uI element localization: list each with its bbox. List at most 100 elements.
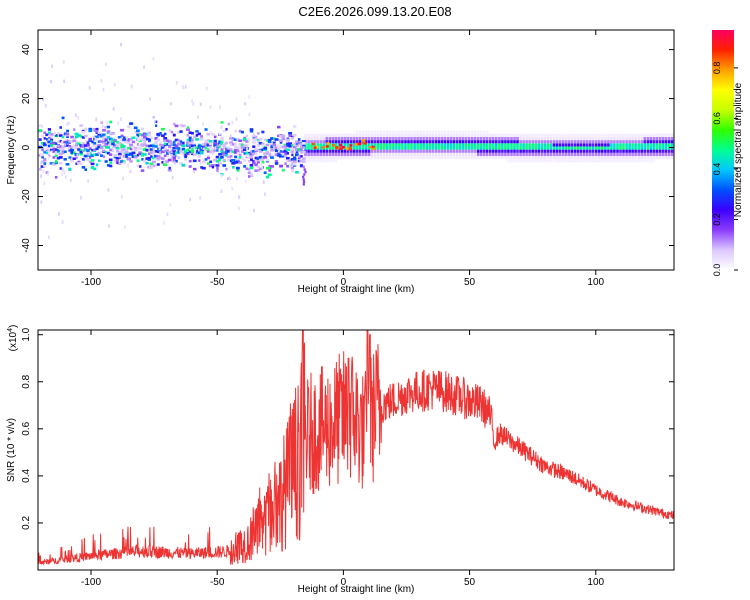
heatmap-cell xyxy=(310,143,313,147)
heatmap-cell xyxy=(210,147,215,151)
heatmap-cell xyxy=(249,128,254,131)
heatmap-cell xyxy=(204,146,208,150)
heatmap-cell xyxy=(233,138,238,141)
heatmap-cell xyxy=(293,163,297,166)
heatmap-cell xyxy=(181,151,186,155)
heatmap-cell xyxy=(279,134,283,138)
heatmap-cell xyxy=(531,140,534,144)
heatmap-cell xyxy=(531,143,534,147)
heatmap-cell xyxy=(601,140,604,144)
heatmap-cell xyxy=(537,152,540,156)
heatmap-cell xyxy=(295,151,299,154)
heatmap-cell xyxy=(263,147,268,150)
heatmap-cell xyxy=(179,140,183,143)
heatmap-cell xyxy=(106,125,110,129)
heatmap-cell xyxy=(637,152,640,156)
heatmap-cell xyxy=(307,133,310,137)
heatmap-cell xyxy=(464,156,468,160)
heatmap-cell xyxy=(219,161,221,165)
heatmap-cell xyxy=(248,95,251,99)
heatmap-cell xyxy=(279,146,283,149)
heatmap-cell xyxy=(95,147,99,151)
heatmap-cell xyxy=(126,136,129,140)
heatmap-cell xyxy=(422,143,425,147)
heatmap-cell xyxy=(222,158,226,162)
heatmap-cell xyxy=(395,146,398,150)
heatmap-cell xyxy=(401,130,404,134)
heatmap-cell xyxy=(118,154,122,158)
heatmap-cell xyxy=(579,152,583,156)
heatmap-cell xyxy=(148,152,151,155)
heatmap-cell xyxy=(655,143,659,147)
heatmap-cell xyxy=(141,152,144,156)
heatmap-cell xyxy=(395,156,398,160)
heatmap-cell xyxy=(250,172,253,177)
heatmap-cell xyxy=(664,143,668,147)
heatmap-cell xyxy=(591,140,595,144)
heatmap-cell xyxy=(96,139,99,143)
heatmap-cell xyxy=(225,128,228,131)
heatmap-cell xyxy=(610,149,613,153)
heatmap-cell xyxy=(163,147,167,151)
heatmap-cell xyxy=(328,133,332,137)
heatmap-cell xyxy=(446,130,450,134)
heatmap-cell xyxy=(251,149,256,153)
heatmap-cell xyxy=(297,156,301,160)
heatmap-cell xyxy=(401,149,404,153)
heatmap-cell xyxy=(622,159,625,163)
heatmap-cell xyxy=(325,136,328,141)
heatmap-cell xyxy=(340,149,344,153)
heatmap-cell xyxy=(516,149,519,153)
heatmap-cell xyxy=(371,145,375,149)
heatmap-cell xyxy=(664,133,668,137)
heatmap-cell xyxy=(310,140,313,144)
heatmap-cell xyxy=(124,225,126,229)
heatmap-cell xyxy=(443,136,447,141)
heatmap-cell xyxy=(564,152,568,156)
heatmap-cell xyxy=(364,133,368,137)
heatmap-cell xyxy=(262,180,265,184)
heatmap-cell xyxy=(54,152,58,155)
heatmap-cell xyxy=(595,136,598,141)
heatmap-cell xyxy=(118,153,122,156)
heatmap-cell xyxy=(331,156,335,160)
heatmap-cell xyxy=(191,151,194,155)
heatmap-cell xyxy=(319,156,322,160)
heatmap-cell xyxy=(598,133,601,137)
heatmap-cell xyxy=(516,152,519,156)
heatmap-cell xyxy=(540,146,544,150)
heatmap-cell xyxy=(504,156,507,160)
heatmap-cell xyxy=(154,145,158,148)
x-tick-label: 100 xyxy=(587,577,604,588)
heatmap-cell xyxy=(250,159,253,163)
heatmap-cell xyxy=(431,152,434,156)
heatmap-cell xyxy=(576,156,580,160)
heatmap-cell xyxy=(361,149,365,153)
heatmap-cell xyxy=(127,157,131,161)
heatmap-cell xyxy=(543,159,547,163)
heatmap-cell xyxy=(299,143,304,146)
y-tick-label: 1.0 xyxy=(21,327,32,341)
heatmap-cell xyxy=(628,133,631,137)
heatmap-cell xyxy=(110,138,115,142)
heatmap-cell xyxy=(670,136,674,141)
heatmap-cell xyxy=(65,141,70,144)
heatmap-cell xyxy=(79,149,83,152)
heatmap-cell xyxy=(49,133,54,136)
heatmap-cell xyxy=(331,140,335,144)
heatmap-cell xyxy=(220,156,224,159)
heatmap-cell xyxy=(59,161,63,165)
heatmap-cell xyxy=(522,136,525,141)
heatmap-cell xyxy=(585,146,589,150)
heatmap-cell xyxy=(634,152,637,156)
heatmap-cell xyxy=(367,140,371,144)
heatmap-cell xyxy=(238,206,240,210)
heatmap-cell xyxy=(284,162,287,165)
heatmap-cell xyxy=(476,136,480,141)
heatmap-cell xyxy=(352,146,356,150)
heatmap-cell xyxy=(254,169,258,172)
heatmap-cell xyxy=(120,150,124,153)
heatmap-cell xyxy=(179,162,183,165)
heatmap-cell xyxy=(234,155,238,159)
heatmap-cell xyxy=(670,140,674,144)
